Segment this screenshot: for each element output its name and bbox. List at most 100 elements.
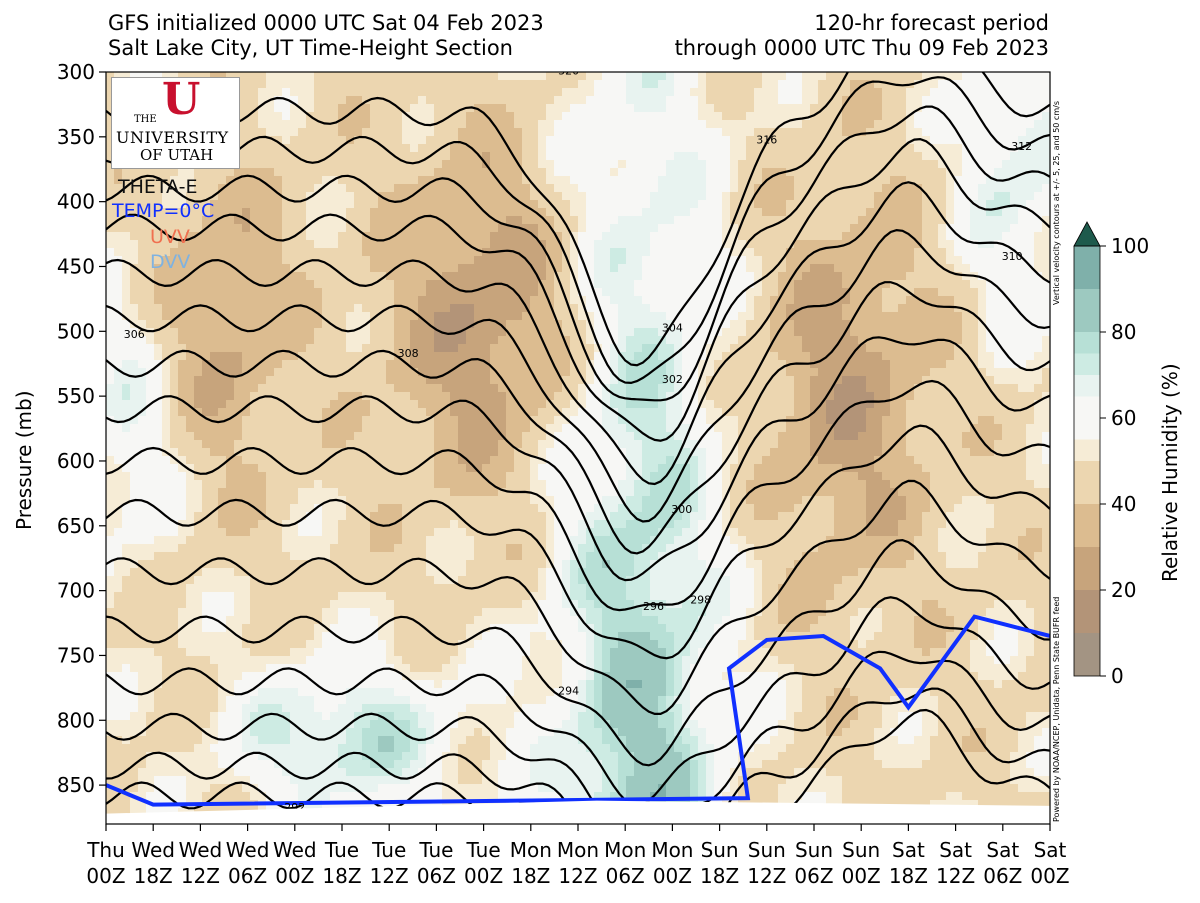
theta-e-contour	[106, 424, 1050, 660]
theta-e-contour	[106, 72, 1050, 367]
y-tick-label: 350	[57, 125, 95, 149]
x-tick-day: Mon	[604, 838, 646, 862]
theta-e-contour	[106, 137, 1050, 442]
x-tick-day: Tue	[418, 838, 453, 862]
title-left: GFS initialized 0000 UTC Sat 04 Feb 2023…	[108, 11, 544, 61]
legend-dvv: DVV	[150, 251, 191, 273]
colorbar: 0 20 40 60 80 100	[1073, 221, 1149, 688]
x-tick-hour: 12Z	[936, 864, 975, 888]
colorbar-segment	[1074, 461, 1100, 504]
theta-e-label: 304	[662, 321, 683, 334]
theta-e-contour	[106, 596, 1050, 807]
x-tick-day: Sun	[748, 838, 786, 862]
theta-e-contour	[106, 281, 1050, 555]
theta-e-contour	[106, 105, 1050, 402]
colorbar-segment	[1074, 439, 1100, 461]
freezing-level-line	[106, 614, 1050, 807]
theta-e-label: 300	[671, 503, 692, 516]
ground-mask	[106, 800, 1050, 824]
y-tick-label: 300	[57, 60, 95, 84]
x-tick-day: Sat	[892, 838, 925, 862]
colorbar-frame	[1073, 245, 1101, 677]
theta-e-label: 296	[643, 600, 664, 613]
y-tick-label: 850	[57, 773, 95, 797]
colorbar-tick-label: 20	[1111, 578, 1136, 602]
colorbar-tick-label: 100	[1111, 234, 1149, 258]
x-tick-hour: 06Z	[228, 864, 267, 888]
x-tick-day: Mon	[510, 838, 552, 862]
terrain-mask	[106, 800, 1050, 824]
x-tick-day: Sat	[939, 838, 972, 862]
theta-e-contour	[106, 228, 1050, 523]
theta-e-contour	[106, 379, 1050, 612]
colorbar-segment	[1074, 246, 1100, 289]
colorbar-segment	[1074, 396, 1100, 440]
x-tick-day: Sat	[1034, 838, 1067, 862]
theta-e-label: 310	[1002, 250, 1023, 263]
colorbar-extend-arrow	[1073, 221, 1101, 247]
x-tick-hour: 00Z	[653, 864, 692, 888]
x-tick-hour: 00Z	[842, 864, 881, 888]
colorbar-segment	[1074, 332, 1100, 354]
theta-e-label: 320	[558, 65, 579, 78]
theta-e-contour	[106, 650, 1050, 824]
x-tick-hour: 00Z	[275, 864, 314, 888]
freezing-level-path	[106, 614, 1050, 807]
y-tick-label: 500	[57, 319, 95, 343]
legend-temp-zero: TEMP=0°C	[112, 200, 215, 222]
y-tick-label: 400	[57, 190, 95, 214]
y-tick-label: 550	[57, 384, 95, 408]
colorbar-segment	[1074, 504, 1100, 547]
university-u-mark: U	[162, 74, 201, 125]
logo-university: UNIVERSITY	[116, 128, 229, 147]
title-right: 120-hr forecast period through 0000 UTC …	[675, 11, 1049, 61]
y-tick-label: 800	[57, 708, 95, 732]
x-tick-hour: 12Z	[747, 864, 786, 888]
theta-e-label: 302	[662, 373, 683, 386]
y-tick-label: 600	[57, 449, 95, 473]
title-left-line2: Salt Lake City, UT Time-Height Section	[108, 36, 513, 60]
title-right-line1: 120-hr forecast period	[814, 11, 1049, 35]
colorbar-segment	[1074, 590, 1100, 633]
x-tick-day: Mon	[651, 838, 693, 862]
x-tick-day: Wed	[273, 838, 317, 862]
theta-e-label: 316	[756, 133, 777, 146]
x-tick-hour: 18Z	[889, 864, 928, 888]
theta-e-contour	[106, 479, 1050, 715]
x-tick-hour: 18Z	[700, 864, 739, 888]
x-tick-hour: 12Z	[558, 864, 597, 888]
x-tick-hour: 18Z	[511, 864, 550, 888]
data-source-note: Powered by NOAA/NCEP, Unidata, Penn Stat…	[1052, 596, 1061, 822]
theta-e-contour	[106, 76, 1050, 385]
colorbar-tick-label: 40	[1111, 492, 1136, 516]
colorbar-tick-label: 0	[1111, 664, 1124, 688]
colorbar-segment	[1074, 289, 1100, 332]
y-axis-label: Pressure (mb)	[12, 390, 36, 530]
x-tick-day: Wed	[226, 838, 270, 862]
legend-theta-e: THETA-E	[118, 176, 198, 198]
colorbar-segment	[1074, 633, 1100, 676]
y-tick-label: 700	[57, 579, 95, 603]
theta-e-contours	[106, 72, 1050, 824]
x-tick-day: Tue	[466, 838, 501, 862]
x-tick-hour: 00Z	[1030, 864, 1069, 888]
theta-e-contour	[106, 538, 1050, 767]
theta-e-label: 298	[690, 594, 711, 607]
x-tick-day: Sun	[842, 838, 880, 862]
theta-e-label: 294	[558, 684, 579, 697]
x-tick-day: Thu	[86, 838, 125, 862]
theta-e-contour	[106, 181, 1050, 486]
x-tick-hour: 06Z	[794, 864, 833, 888]
vertical-velocity-note: Vertical velocity contours at +/- 5, 25,…	[1052, 101, 1061, 305]
x-tick-day: Tue	[324, 838, 359, 862]
university-logo: U THE UNIVERSITY OF UTAH	[111, 77, 240, 169]
theta-e-label: 312	[1011, 140, 1032, 153]
theta-e-label: 306	[124, 328, 145, 341]
y-tick-label: 450	[57, 254, 95, 278]
x-tick-day: Sun	[795, 838, 833, 862]
logo-of-utah: OF UTAH	[140, 146, 214, 164]
y-tick-label: 650	[57, 514, 95, 538]
colorbar-segment	[1074, 375, 1100, 397]
x-tick-hour: 00Z	[86, 864, 125, 888]
y-tick-label: 750	[57, 643, 95, 667]
